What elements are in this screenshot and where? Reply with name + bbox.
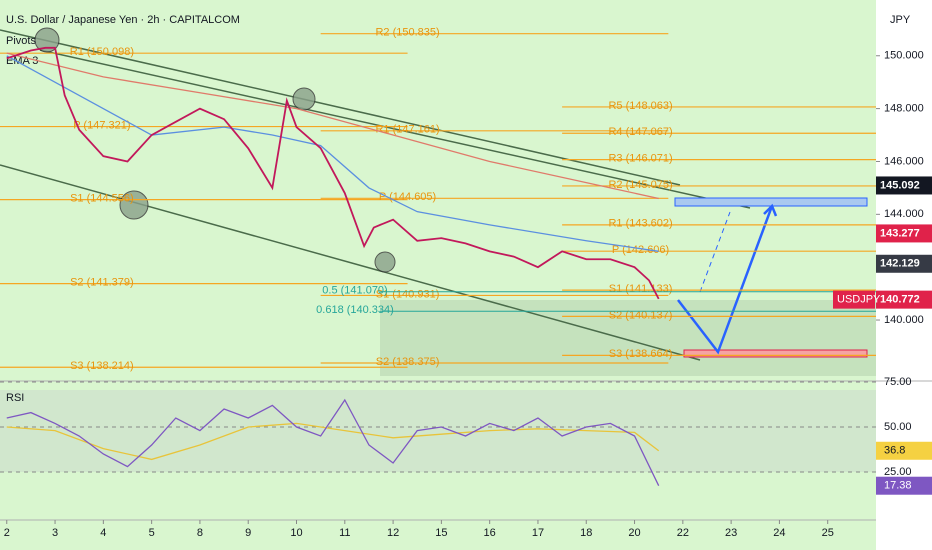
rsi-badge-label: 17.38 xyxy=(884,480,912,492)
pivot-label: R2 (150.835) xyxy=(375,27,439,39)
pivot-label: S2 (140.137) xyxy=(609,309,673,321)
pivot-label: R1 (150.098) xyxy=(70,46,134,58)
channel-bottom xyxy=(0,164,701,361)
rsi-badge-label: 36.8 xyxy=(884,445,905,457)
indicator: EMA 3 xyxy=(6,55,38,67)
pivot-label: R2 (145.075) xyxy=(608,179,672,191)
price-badge xyxy=(876,176,932,195)
symbol-badge xyxy=(833,290,875,309)
pivot-label: R1 (147.161) xyxy=(375,124,439,136)
pivot-label: S2 (141.379) xyxy=(70,276,134,288)
x-tick-label: 18 xyxy=(580,527,592,539)
arrow-head xyxy=(763,203,778,217)
pivot-label: S1 (144.556) xyxy=(70,193,134,205)
series-line xyxy=(6,46,660,300)
series-line xyxy=(6,52,659,200)
currency: JPY xyxy=(890,14,911,26)
x-tick-label: 3 xyxy=(52,527,58,539)
x-tick-label: 17 xyxy=(532,527,544,539)
y-tick-label: 140.000 xyxy=(884,314,924,326)
x-tick-label: 8 xyxy=(197,527,203,539)
y-tick-label: 25.00 xyxy=(884,466,912,478)
rsi-ma xyxy=(6,422,660,461)
symbol-label: USDJPY xyxy=(837,294,881,306)
y-tick-label: 146.000 xyxy=(884,155,924,167)
price-badge-label: 145.092 xyxy=(880,179,920,191)
series-line xyxy=(6,55,659,252)
pivot-label: S3 (138.664) xyxy=(609,348,673,360)
pivot-label: P (147.321) xyxy=(73,119,130,131)
y-tick-label: 75.00 xyxy=(884,376,912,388)
x-tick-label: 16 xyxy=(484,527,496,539)
pivot-label: R3 (146.071) xyxy=(608,152,672,164)
price-badge-label: 142.129 xyxy=(880,258,920,270)
rsi-title: RSI xyxy=(6,392,24,404)
rsi-band xyxy=(0,390,876,472)
y-tick-label: 148.000 xyxy=(884,103,924,115)
y-tick-label: 150.000 xyxy=(884,50,924,62)
y-tick-label: 50.00 xyxy=(884,421,912,433)
x-tick-label: 23 xyxy=(725,527,737,539)
channel-mid xyxy=(39,49,751,209)
x-tick-label: 9 xyxy=(245,527,251,539)
x-tick-label: 24 xyxy=(773,527,785,539)
x-tick-label: 5 xyxy=(149,527,155,539)
pivot-label: S1 (141.133) xyxy=(609,283,673,295)
price-badge xyxy=(876,290,932,309)
pivot-label: R5 (148.063) xyxy=(608,100,672,112)
price-badge xyxy=(876,254,932,273)
forecast-arrow xyxy=(677,205,774,355)
rsi-badge xyxy=(876,476,932,495)
marker xyxy=(119,190,149,220)
x-tick-label: 25 xyxy=(822,527,834,539)
target-box xyxy=(674,197,868,207)
marker xyxy=(34,27,60,53)
price-badge-label: 143.277 xyxy=(880,227,920,239)
x-tick-label: 20 xyxy=(628,527,640,539)
rsi-badge xyxy=(876,441,932,460)
marker xyxy=(292,87,316,111)
rsi-line xyxy=(6,398,660,486)
title: U.S. Dollar / Japanese Yen · 2h · CAPITA… xyxy=(6,14,240,26)
x-tick-label: 2 xyxy=(4,527,10,539)
x-tick-label: 4 xyxy=(100,527,106,539)
pivot-label: R1 (143.602) xyxy=(608,218,672,230)
support-box xyxy=(683,349,868,358)
pivot-label: S3 (138.214) xyxy=(70,360,134,372)
pivot-label: R4 (147.067) xyxy=(608,126,672,138)
indicator: Pivots xyxy=(6,35,36,47)
fib-label: 0.618 (140.334) xyxy=(316,304,394,316)
fib-label: 0.5 (141.070) xyxy=(322,285,387,297)
x-tick-label: 15 xyxy=(435,527,447,539)
price-badge-label: 140.772 xyxy=(880,294,920,306)
pivot-label: S2 (138.375) xyxy=(376,356,440,368)
pivot-label: P (142.606) xyxy=(612,244,669,256)
x-tick-label: 22 xyxy=(677,527,689,539)
x-tick-label: 11 xyxy=(339,527,350,539)
x-tick-label: 12 xyxy=(387,527,399,539)
x-tick-label: 10 xyxy=(290,527,302,539)
y-tick-label: 144.000 xyxy=(884,208,924,220)
price-badge xyxy=(876,224,932,243)
marker xyxy=(374,251,396,273)
